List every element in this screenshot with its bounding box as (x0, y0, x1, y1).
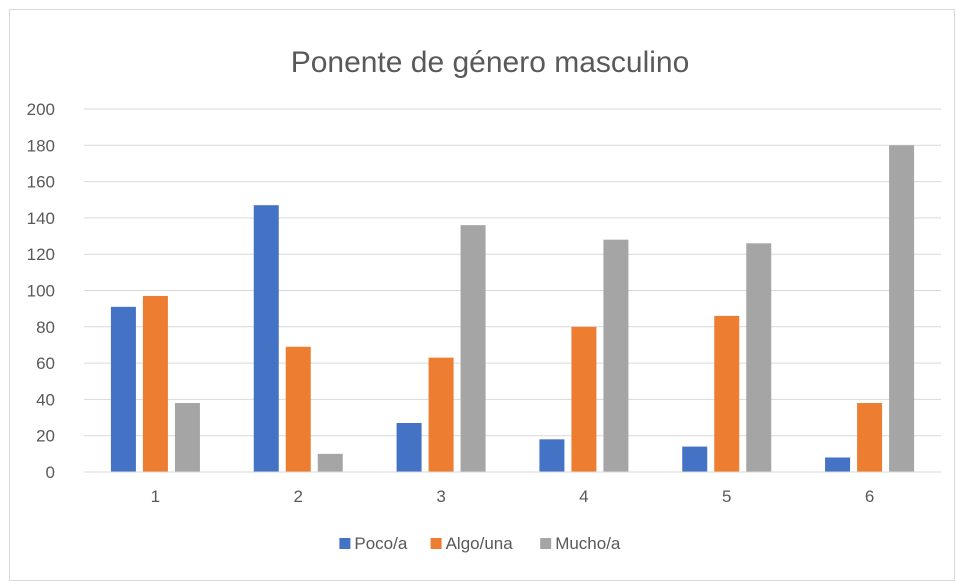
y-tick-label: 140 (27, 209, 55, 228)
y-axis-ticks: 0 20 40 60 80 100 120 140 160 180 200 (27, 100, 55, 482)
bar-algo-una-1 (142, 295, 168, 472)
y-tick-label: 120 (27, 245, 55, 264)
bar-algo-una-3 (428, 357, 454, 472)
bar-poco-a-4 (539, 439, 565, 472)
y-tick-label: 40 (36, 390, 55, 409)
legend-swatch-poco-a (339, 538, 351, 549)
y-tick-label: 180 (27, 136, 55, 155)
bar-mucho-a-2 (317, 453, 343, 472)
legend-label: Algo/una (446, 534, 514, 553)
bar-algo-una-4 (571, 326, 597, 472)
x-axis-ticks: 1 2 3 4 5 6 (151, 487, 875, 506)
y-tick-label: 100 (27, 282, 55, 301)
bar-mucho-a-3 (460, 225, 486, 472)
gridlines (84, 108, 941, 437)
bar-mucho-a-6 (889, 145, 915, 473)
x-tick-label: 4 (579, 487, 588, 506)
legend: Poco/a Algo/una Mucho/a (339, 534, 621, 553)
bar-poco-a-5 (682, 446, 708, 472)
y-tick-label: 60 (36, 354, 55, 373)
y-tick-label: 20 (36, 427, 55, 446)
legend-label: Mucho/a (555, 534, 621, 553)
bar-mucho-a-4 (603, 239, 629, 472)
y-tick-label: 200 (27, 100, 55, 119)
bar-poco-a-1 (110, 306, 136, 472)
bar-poco-a-2 (253, 205, 279, 472)
y-tick-label: 80 (36, 318, 55, 337)
bar-poco-a-3 (396, 422, 422, 472)
chart-title: Ponente de género masculino (291, 46, 690, 79)
x-tick-label: 2 (294, 487, 303, 506)
legend-swatch-mucho-a (540, 538, 552, 549)
legend-label: Poco/a (354, 534, 407, 553)
bars (110, 145, 915, 473)
bar-mucho-a-1 (174, 403, 200, 472)
x-tick-label: 1 (151, 487, 160, 506)
x-tick-label: 3 (436, 487, 445, 506)
bar-algo-una-5 (714, 315, 740, 472)
bar-algo-una-6 (857, 403, 883, 472)
y-tick-label: 0 (46, 463, 55, 482)
x-tick-label: 6 (865, 487, 874, 506)
bar-poco-a-6 (825, 457, 851, 472)
legend-swatch-algo-una (430, 538, 442, 549)
x-tick-label: 5 (722, 487, 731, 506)
bar-mucho-a-5 (746, 243, 772, 472)
bar-algo-una-2 (285, 346, 311, 472)
y-tick-label: 160 (27, 173, 55, 192)
